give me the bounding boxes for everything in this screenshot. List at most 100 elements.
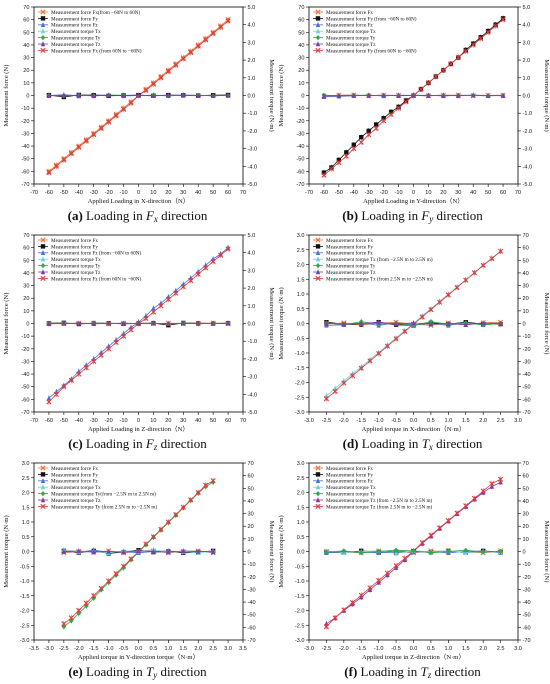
caption-f-letter: (f) bbox=[344, 664, 358, 679]
data-point-f-1-11 bbox=[402, 555, 408, 561]
data-point-d-6-9 bbox=[480, 320, 486, 326]
x-tick-label-e-0: -3.5 bbox=[29, 646, 39, 652]
data-point-e-6-4 bbox=[121, 549, 126, 555]
y2-tick-label-a-4: -1.0 bbox=[248, 111, 258, 117]
data-point-f-6-2 bbox=[359, 550, 364, 556]
x-tick-label-b-12: 50 bbox=[485, 190, 491, 196]
data-point-b-1-7 bbox=[448, 61, 454, 67]
legend-marker-a-6 bbox=[40, 47, 46, 53]
x-tick-label-c-5: -20 bbox=[105, 418, 113, 424]
y-tick-label-d-0: -3.0 bbox=[295, 410, 305, 416]
y-tick-label-d-12: 3.0 bbox=[297, 233, 305, 239]
y-tick-label-f-11: 2.5 bbox=[297, 476, 305, 482]
caption-b: (b) Loading in Fy direction bbox=[275, 208, 550, 224]
x-tick-label-b-0: -70 bbox=[305, 190, 313, 196]
data-point-c-1-22 bbox=[61, 384, 67, 390]
data-point-c-5-8 bbox=[166, 320, 171, 326]
y2-tick-label-a-6: 1.0 bbox=[248, 76, 256, 82]
legend-label-e-1: Measurement force Fy bbox=[51, 471, 98, 478]
data-point-e-1-13 bbox=[113, 571, 119, 577]
y-tick-label-c-13: 60 bbox=[23, 246, 29, 252]
y2-tick-label-e-10: 30 bbox=[248, 512, 254, 518]
data-point-b-5-12 bbox=[500, 92, 506, 98]
legend-marker-c-1 bbox=[40, 244, 46, 249]
legend-label-f-4: Measurement torque Ty bbox=[326, 492, 376, 498]
data-point-d-0-1 bbox=[332, 385, 338, 391]
data-point-c-5-0 bbox=[46, 321, 52, 327]
y-tick-label-d-7: 0.5 bbox=[297, 307, 305, 313]
data-point-a-1-3 bbox=[203, 37, 209, 43]
x-tick-label-b-3: -40 bbox=[350, 190, 358, 196]
y-axis-label-c: Measurement force (N) bbox=[3, 293, 10, 355]
y-tick-label-e-7: 0.5 bbox=[22, 535, 30, 541]
data-point-b-5-11 bbox=[485, 92, 491, 98]
y-tick-label-c-3: -40 bbox=[21, 372, 29, 378]
data-point-e-1-1 bbox=[203, 482, 209, 488]
data-point-f-1-20 bbox=[323, 624, 330, 630]
y-tick-label-b-9: 20 bbox=[298, 68, 304, 74]
data-point-b-1-1 bbox=[493, 23, 499, 29]
legend-marker-c-2 bbox=[40, 250, 46, 255]
legend-label-b-4: Measurement torque Ty bbox=[326, 36, 376, 42]
x-axis-label-b: Applied Loading in Y-direction（N） bbox=[363, 197, 464, 205]
y-tick-label-c-7: 0 bbox=[26, 322, 29, 328]
y2-tick-label-f-5: -20 bbox=[523, 575, 531, 581]
data-point-c-1-11 bbox=[143, 315, 149, 322]
data-point-b-1-14 bbox=[395, 105, 402, 111]
y-tick-label-c-11: 40 bbox=[23, 271, 29, 277]
legend-label-d-6: Measurement torque Tx (from 2.5N m to −2… bbox=[326, 275, 433, 282]
x-tick-label-e-9: 1.0 bbox=[164, 646, 172, 652]
legend-marker-a-0 bbox=[40, 9, 46, 15]
legend-label-f-6: Measurement torque Tz (from 2.5N m to −2… bbox=[326, 503, 433, 510]
legend-marker-b-3 bbox=[315, 28, 321, 34]
data-point-c-1-7 bbox=[173, 290, 179, 296]
data-point-f-1-17 bbox=[349, 599, 356, 606]
caption-c-var: F bbox=[145, 436, 154, 451]
data-point-b-0-3 bbox=[344, 150, 349, 155]
data-point-d-1-2 bbox=[480, 262, 486, 268]
x-tick-label-c-1: -60 bbox=[45, 418, 53, 424]
data-point-d-1-20 bbox=[323, 396, 330, 402]
data-point-a-1-17 bbox=[98, 125, 104, 131]
y-tick-label-c-5: -20 bbox=[21, 347, 29, 353]
caption-d-text: Loading in bbox=[361, 436, 419, 451]
y-tick-label-d-9: 1.5 bbox=[297, 277, 305, 283]
x-tick-label-e-4: -1.5 bbox=[89, 646, 99, 652]
y-tick-label-d-2: -2.0 bbox=[295, 381, 305, 387]
chart-a: -70 -60 -50 -40 -30 -20 -10 0 10 20 30 40 50 60 70 -70 -… bbox=[3, 5, 275, 205]
data-point-c-1-24 bbox=[46, 399, 52, 405]
y2-axis-label-e: Measurement force (N) bbox=[268, 521, 275, 583]
data-point-c-1-14 bbox=[120, 333, 127, 339]
y2-tick-label-b-3: -2.0 bbox=[523, 129, 533, 135]
x-tick-label-e-1: -3.0 bbox=[44, 646, 54, 652]
data-point-f-6-7 bbox=[446, 548, 451, 555]
x-tick-label-a-5: -20 bbox=[105, 190, 113, 196]
data-point-e-1-16 bbox=[91, 593, 97, 599]
data-point-a-5-3 bbox=[91, 93, 96, 99]
data-point-c-5-11 bbox=[210, 320, 216, 326]
data-point-b-5-5 bbox=[396, 92, 401, 98]
legend-label-c-4: Measurement torque Ty bbox=[51, 264, 101, 270]
x-tick-label-c-14: 70 bbox=[240, 418, 246, 424]
data-point-e-0-0 bbox=[61, 624, 67, 630]
data-point-c-5-3 bbox=[91, 320, 96, 326]
data-point-d-1-17 bbox=[349, 373, 356, 379]
y-tick-label-f-5: -0.5 bbox=[295, 564, 305, 570]
data-point-c-1-15 bbox=[113, 339, 119, 346]
data-point-f-1-9 bbox=[419, 540, 425, 546]
legend-marker-f-0 bbox=[315, 465, 321, 471]
data-point-d-6-5 bbox=[411, 320, 416, 326]
data-point-b-1-18 bbox=[366, 132, 372, 138]
data-point-c-5-10 bbox=[196, 320, 201, 326]
y-tick-label-a-0: -70 bbox=[21, 182, 29, 188]
x-axis-label-c: Applied Loading in Z-direction（N） bbox=[88, 425, 189, 433]
y2-tick-label-a-3: -2.0 bbox=[248, 129, 258, 135]
data-point-a-5-4 bbox=[106, 92, 111, 98]
data-point-f-6-0 bbox=[324, 549, 329, 555]
y-tick-label-a-10: 30 bbox=[23, 56, 29, 62]
y-tick-label-b-3: -40 bbox=[296, 144, 304, 150]
y-tick-label-e-2: -2.0 bbox=[20, 609, 30, 615]
data-point-d-1-3 bbox=[471, 270, 478, 276]
x-tick-label-d-2: -2.0 bbox=[339, 418, 349, 424]
data-point-b-1-5 bbox=[463, 48, 469, 54]
